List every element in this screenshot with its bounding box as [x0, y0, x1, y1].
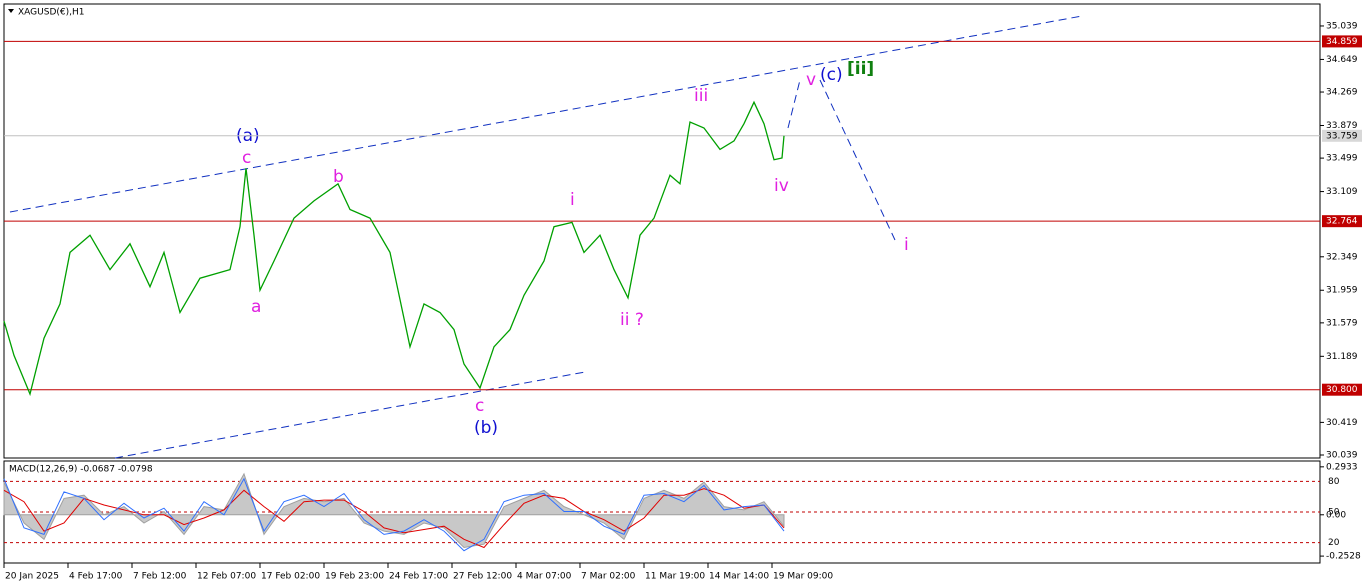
y-tick-label: 30.039	[1326, 450, 1358, 460]
wave-label: (b)	[474, 418, 498, 438]
trend-line	[114, 371, 586, 459]
wave-label: ii ?	[620, 310, 644, 330]
x-tick-label: 12 Feb 07:00	[197, 572, 256, 582]
trend-line	[9, 15, 1083, 213]
y-tick-label: 33.109	[1326, 187, 1358, 197]
y-tick-label: -0.2528	[1326, 552, 1361, 562]
x-tick-label: 19 Feb 23:00	[325, 572, 384, 582]
x-tick-label: 7 Mar 02:00	[581, 572, 636, 582]
macd-line	[3, 477, 785, 552]
level-label-bg	[1322, 215, 1362, 228]
macd-line	[3, 488, 785, 549]
overlay-level-label: 80	[1328, 477, 1340, 487]
wave-label: a	[251, 297, 261, 317]
wave-label: [ii]	[847, 59, 874, 79]
wave-label: i	[904, 235, 909, 255]
wave-label: c	[475, 396, 484, 416]
y-tick-label: 32.349	[1326, 252, 1358, 262]
projection	[787, 79, 801, 129]
x-tick-label: 27 Feb 12:00	[453, 572, 512, 582]
y-tick-label: 0.00	[1326, 510, 1346, 520]
wave-label: v	[806, 70, 816, 90]
level-label-bg	[1322, 35, 1362, 48]
wave-label: b	[333, 167, 344, 187]
y-tick-label: 0.2933	[1326, 462, 1358, 472]
x-tick-label: 17 Feb 02:00	[261, 572, 320, 582]
chart-title: XAGUSD(€),H1	[18, 8, 84, 18]
level-label: 32.764	[1326, 217, 1358, 227]
y-tick-label: 31.189	[1326, 352, 1358, 362]
overlay-level-label: 20	[1328, 538, 1340, 548]
x-tick-label: 24 Feb 17:00	[389, 572, 448, 582]
projection	[819, 79, 896, 241]
y-tick-label: 30.419	[1326, 418, 1358, 428]
y-tick-label: 34.649	[1326, 55, 1358, 65]
y-tick-label: 34.269	[1326, 88, 1358, 98]
x-tick-label: 14 Mar 14:00	[709, 572, 769, 582]
x-tick-label: 11 Mar 19:00	[645, 572, 705, 582]
level-label-bg	[1322, 383, 1362, 396]
y-tick-label: 31.579	[1326, 318, 1358, 328]
price-line	[3, 100, 785, 397]
macd-title: MACD(12,26,9) -0.0687 -0.0798	[9, 465, 153, 475]
wave-label: iv	[774, 176, 789, 196]
x-tick-label: 4 Mar 07:00	[517, 572, 572, 582]
overlay-level-label: 50	[1328, 508, 1340, 518]
level-label: 34.859	[1326, 37, 1358, 47]
wave-label: i	[570, 190, 575, 210]
x-tick-label: 20 Jan 2025	[5, 572, 59, 582]
y-tick-label: 31.959	[1326, 286, 1358, 296]
wave-label: iii	[694, 86, 708, 106]
current-price-label: 33.759	[1326, 131, 1358, 141]
menu-arrow[interactable]	[8, 9, 14, 13]
x-tick-label: 4 Feb 17:00	[69, 572, 123, 582]
x-tick-label: 19 Mar 09:00	[773, 572, 833, 582]
wave-label: (c)	[820, 65, 843, 85]
level-label: 30.800	[1326, 385, 1358, 395]
x-tick-label: 7 Feb 12:00	[133, 572, 187, 582]
y-tick-label: 33.499	[1326, 154, 1358, 164]
current-price-bg	[1322, 129, 1362, 142]
y-tick-label: 35.039	[1326, 21, 1358, 31]
price-frame	[3, 3, 1321, 459]
y-tick-label: 33.879	[1326, 121, 1358, 131]
macd-area	[3, 472, 785, 549]
wave-label: c	[242, 148, 251, 168]
